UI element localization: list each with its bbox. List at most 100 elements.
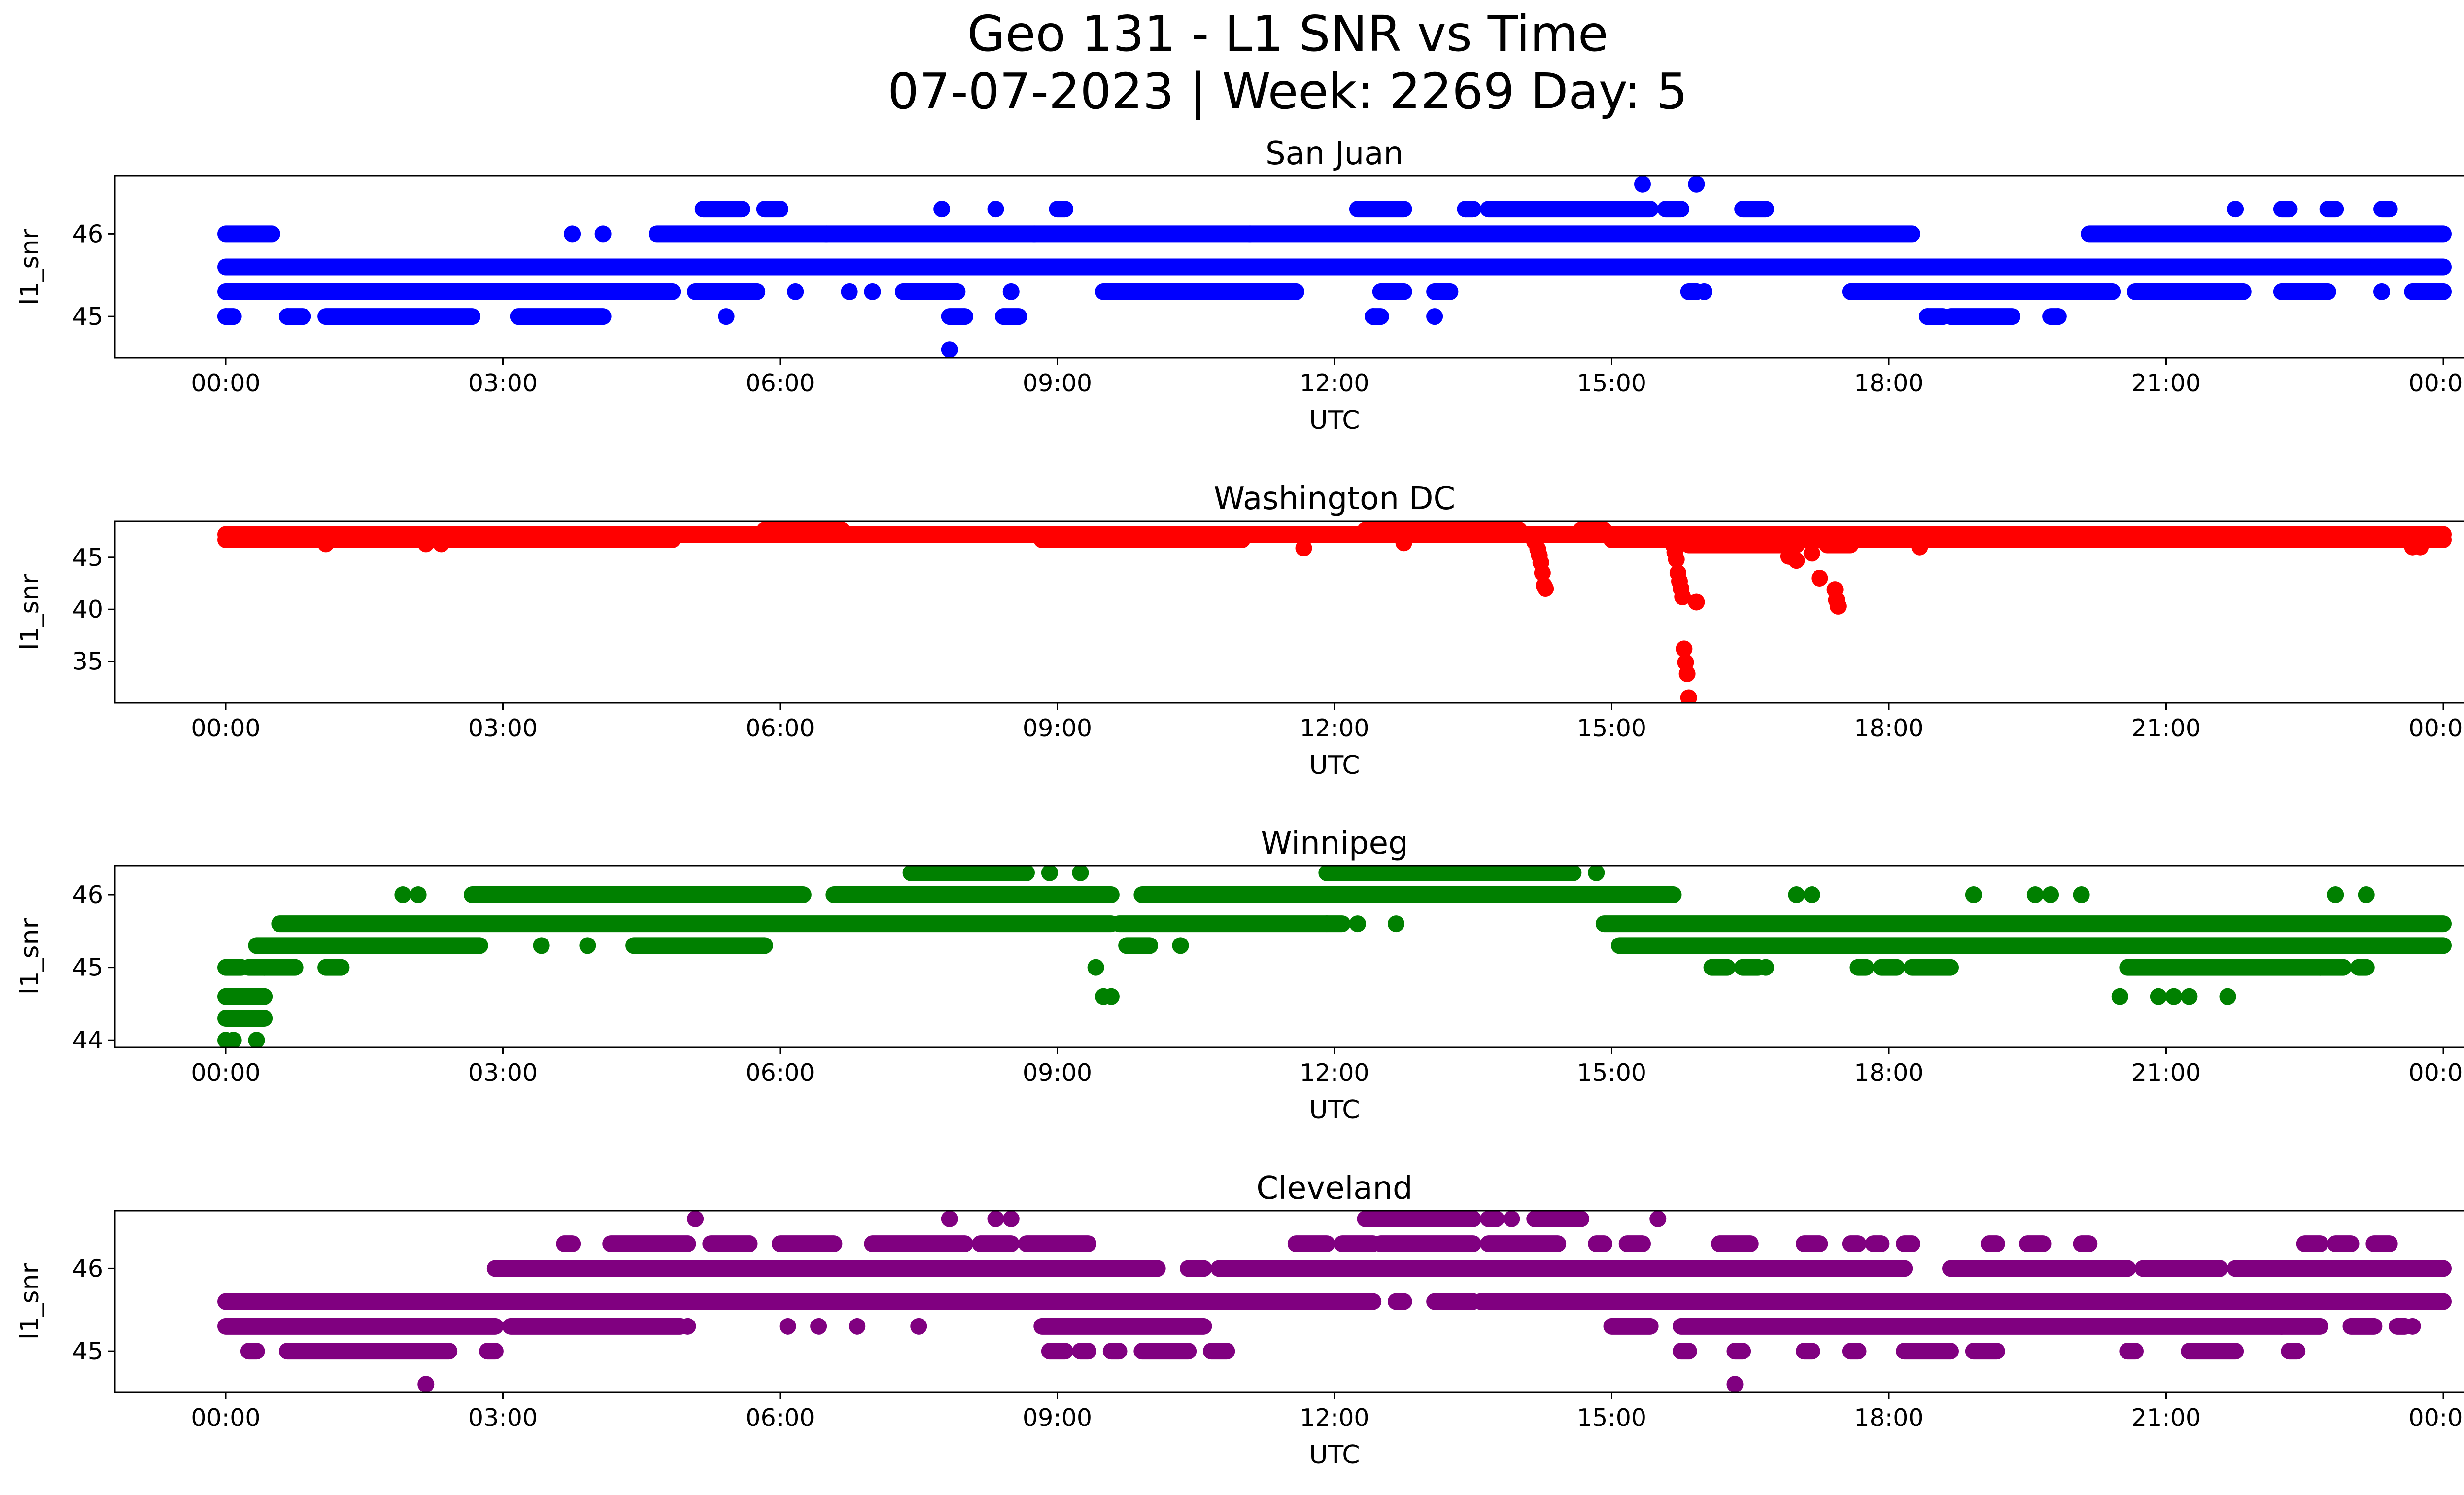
point-run <box>1480 201 1659 218</box>
x-tick-label: 03:00 <box>468 1059 538 1087</box>
point-run <box>1033 531 1251 548</box>
point-run <box>2327 1235 2360 1252</box>
y-tick-label: 35 <box>72 648 103 676</box>
point-run <box>1819 536 1859 554</box>
point-run <box>2281 1343 2306 1360</box>
x-tick-label: 09:00 <box>1023 1404 1092 1432</box>
point-run <box>2404 283 2452 300</box>
data-point <box>2219 988 2236 1005</box>
figure-title: Geo 131 - L1 SNR vs Time <box>967 5 1608 63</box>
data-point <box>679 1318 696 1335</box>
data-point <box>1668 551 1685 568</box>
data-point <box>1457 201 1474 218</box>
point-run <box>756 201 788 218</box>
point-run <box>1426 1293 1482 1310</box>
point-run <box>1873 959 1905 976</box>
data-point <box>910 1318 927 1335</box>
data-point <box>779 1318 796 1335</box>
y-tick-label: 46 <box>72 1254 103 1283</box>
x-tick-label: 00:00 <box>2408 1059 2464 1087</box>
data-point <box>1829 597 1847 615</box>
point-run <box>217 258 2452 276</box>
data-point <box>2181 283 2198 300</box>
x-axis-label: UTC <box>1309 406 1360 435</box>
point-run <box>2119 1343 2144 1360</box>
y-tick-label: 44 <box>72 1026 103 1054</box>
data-points <box>217 176 2452 358</box>
data-point <box>1537 580 1554 597</box>
data-point <box>564 225 581 243</box>
x-tick-label: 12:00 <box>1300 369 1369 397</box>
data-point <box>1026 225 1043 243</box>
point-run <box>1118 937 1158 954</box>
x-tick-label: 03:00 <box>468 1404 538 1432</box>
x-tick-label: 09:00 <box>1023 1059 1092 1087</box>
point-run <box>1903 959 1959 976</box>
x-tick-label: 18:00 <box>1854 369 1923 397</box>
point-run <box>1426 283 1459 300</box>
data-point <box>1757 959 1774 976</box>
y-axis-label: l1_snr <box>15 1263 45 1340</box>
y-axis-label: l1_snr <box>15 918 45 995</box>
point-run <box>1965 1343 2005 1360</box>
point-run <box>1734 959 1767 976</box>
point-run <box>217 1009 273 1027</box>
panel-title: San Juan <box>1266 136 1403 172</box>
point-run <box>995 308 1027 325</box>
data-point <box>864 283 881 300</box>
data-point <box>2227 201 2244 218</box>
point-run <box>1133 1343 1197 1360</box>
point-run <box>1796 1235 1828 1252</box>
x-axis-label: UTC <box>1309 1095 1360 1125</box>
panel-washington-dc: Washington DC 00:00 03:00 06:00 09:00 12:00 15… <box>15 481 2464 780</box>
point-run <box>1842 1343 1867 1360</box>
point-run <box>602 1235 696 1252</box>
y-tick-label: 45 <box>72 954 103 982</box>
data-point <box>1788 886 1805 904</box>
data-point <box>1388 915 1404 933</box>
x-tick-label: 15:00 <box>1577 1404 1646 1432</box>
point-run <box>1896 1343 1959 1360</box>
data-point <box>433 535 450 553</box>
data-point <box>1172 937 1189 954</box>
point-run <box>1896 1235 1920 1252</box>
y-axis-label: l1_snr <box>15 573 45 650</box>
data-point <box>2373 283 2390 300</box>
x-tick-label: 09:00 <box>1023 369 1092 397</box>
data-point <box>1102 283 1120 300</box>
data-point <box>317 535 335 553</box>
data-point <box>2358 886 2375 904</box>
data-point <box>1503 1211 1520 1227</box>
point-run <box>2342 1318 2383 1335</box>
point-run <box>1526 1211 1589 1227</box>
data-point <box>1434 521 1451 536</box>
point-run <box>1372 1235 1482 1252</box>
data-point <box>2404 1318 2421 1335</box>
x-tick-label: 12:00 <box>1300 714 1369 742</box>
x-tick-label: 03:00 <box>468 714 538 742</box>
point-run <box>2373 201 2398 218</box>
data-point <box>217 308 234 325</box>
point-run <box>1603 1318 1659 1335</box>
point-run <box>317 959 350 976</box>
x-tick-label: 18:00 <box>1854 1404 1923 1432</box>
point-run <box>1318 866 1582 881</box>
point-run <box>2073 1235 2098 1252</box>
point-run <box>2273 283 2336 300</box>
point-run <box>687 283 766 300</box>
data-point <box>2181 988 2198 1005</box>
point-run <box>2181 1343 2244 1360</box>
point-run <box>2081 225 2452 243</box>
data-point <box>410 886 427 904</box>
data-point <box>394 886 411 904</box>
point-run <box>1603 531 2452 548</box>
axes-frame <box>114 520 2464 704</box>
y-tick-label: 46 <box>72 881 103 909</box>
point-run <box>1849 959 1875 976</box>
data-point <box>1696 283 1712 300</box>
point-run <box>1372 283 1412 300</box>
data-point <box>1041 866 1058 881</box>
panel-title: Winnipeg <box>1261 825 1408 862</box>
point-run <box>279 1343 458 1360</box>
data-point <box>841 283 858 300</box>
